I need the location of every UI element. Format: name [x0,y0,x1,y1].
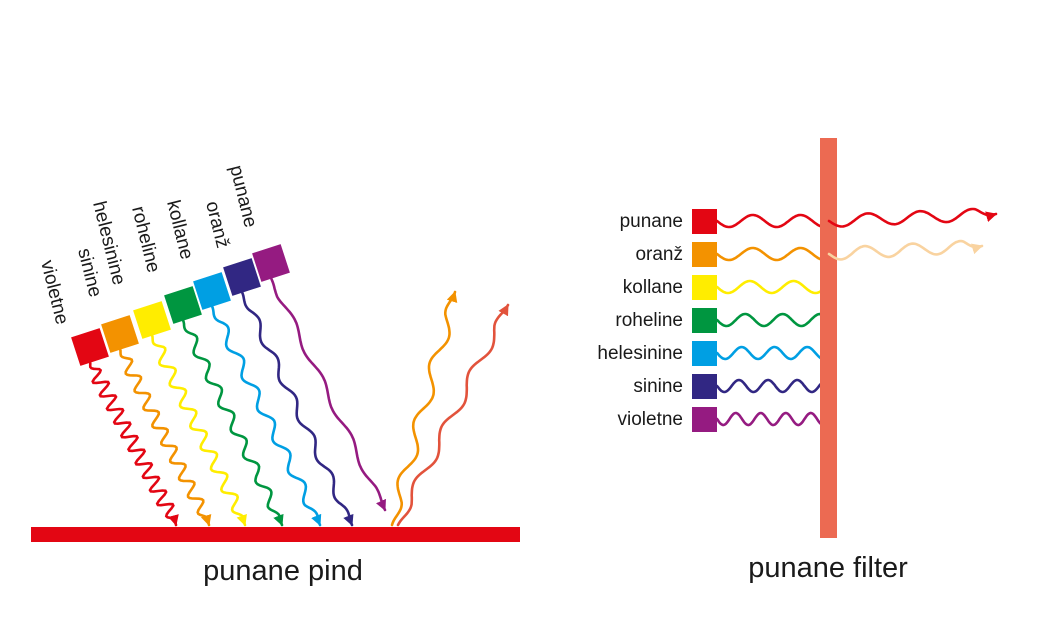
red-filter-bar [820,138,837,538]
incident-rays [88,276,387,527]
incident-ray-violet [269,276,387,512]
wave-right-red [715,213,824,229]
label-right-green: roheline [615,310,683,331]
color-square-right-green [692,308,717,333]
incident-ray-green [181,318,284,527]
reflected-ray-red [396,303,510,527]
wave-right-orange [715,246,824,262]
label-right-red: punane [620,211,683,232]
label-left-red: punane [225,163,261,230]
label-left-yellow: kollane [162,198,197,262]
label-right-blue: sinine [633,376,683,397]
color-square-right-violet [692,407,717,432]
color-square-right-yellow [692,275,717,300]
incident-ray-lightblue [210,304,322,527]
passed-wave-red [827,207,998,228]
label-right-violet: violetne [618,409,684,430]
color-square-left-yellow [133,301,171,339]
incident-ray-blue [240,290,354,527]
passed-wave-orange [827,239,984,261]
label-left-orange: oranž [201,199,233,250]
reflected-ray-orange [390,290,458,527]
color-square-left-red [71,328,109,366]
filtered-waves [715,213,824,427]
wave-right-blue [715,378,824,394]
color-square-right-lightblue [692,341,717,366]
color-labels-left: violetne sinine helesinine roheline koll… [36,163,261,327]
red-surface [31,527,520,542]
color-square-right-red [692,209,717,234]
label-right-orange: oranž [635,244,683,265]
wave-right-violet [715,411,824,427]
wave-right-yellow [715,279,824,295]
label-right-lightblue: helesinine [597,343,683,364]
red-surface-panel: violetne sinine helesinine roheline koll… [31,163,520,587]
label-left-violet: violetne [36,258,72,327]
color-square-left-orange [101,315,139,353]
wave-right-lightblue [715,345,824,361]
color-labels-right: punane oranž kollane roheline helesinine… [597,211,683,430]
color-square-left-violet [252,244,290,282]
incident-ray-red [88,360,179,527]
incident-ray-orange [118,347,212,527]
wave-right-green [715,312,824,328]
label-right-yellow: kollane [623,277,683,298]
color-square-right-orange [692,242,717,267]
color-squares-left [71,244,290,366]
color-square-left-lightblue [193,272,231,310]
incident-ray-yellow [150,333,247,527]
color-square-left-blue [223,258,261,296]
passed-waves [827,207,998,261]
color-square-right-blue [692,374,717,399]
caption-red-filter: punane filter [748,552,908,584]
red-filter-panel: punane oranž kollane roheline helesinine… [597,138,998,584]
color-square-left-green [164,286,202,324]
reflected-rays [390,290,510,527]
color-squares-right [692,209,717,432]
caption-red-surface: punane pind [203,555,363,587]
label-left-green: roheline [127,204,164,275]
